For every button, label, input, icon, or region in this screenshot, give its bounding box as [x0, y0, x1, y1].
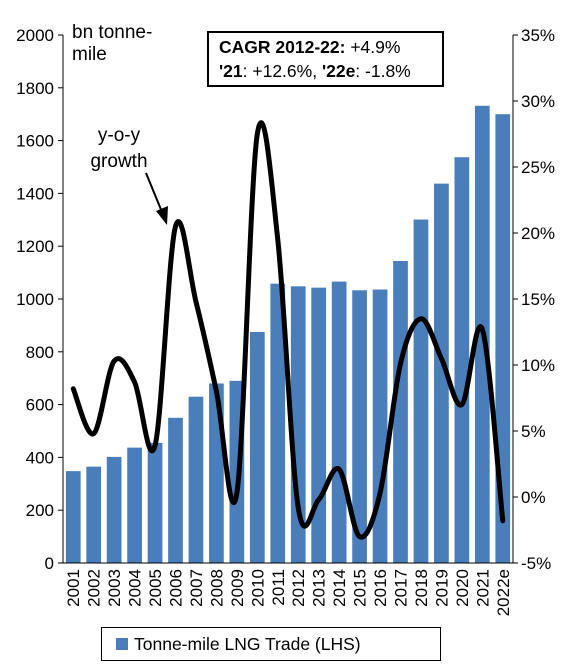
bar-2019 [434, 183, 449, 563]
right-tick-label: 5% [521, 422, 546, 441]
bar-2015 [352, 290, 367, 563]
x-tick-label: 2001 [64, 569, 83, 607]
left-tick-label: 0 [45, 554, 54, 573]
bar-2001 [65, 471, 81, 563]
callout-cagr-value: +4.9% [345, 37, 401, 57]
legend-swatch [116, 638, 128, 650]
x-tick-label: 2007 [187, 569, 206, 607]
bar-2006 [168, 417, 183, 563]
right-tick-label: 25% [521, 158, 555, 177]
left-tick-label: 1600 [16, 132, 54, 151]
x-tick-label: 2006 [167, 569, 186, 607]
x-tick-label: 2010 [248, 569, 267, 607]
x-tick-label: 2011 [269, 569, 288, 606]
x-tick-label: 2016 [371, 569, 390, 607]
x-tick-label: 2008 [207, 569, 226, 607]
x-tick-label: 2012 [289, 569, 308, 607]
bar-2011 [270, 283, 286, 563]
left-tick-label: 2000 [16, 26, 54, 45]
left-tick-label: 1800 [16, 79, 54, 98]
bar-2016 [372, 289, 388, 563]
right-tick-label: 35% [521, 26, 555, 45]
x-tick-label: 2019 [432, 569, 451, 607]
right-tick-label: 10% [521, 356, 555, 375]
x-tick-label: 2022e [494, 569, 513, 616]
left-tick-label: 1200 [16, 237, 54, 256]
x-tick-label: 2015 [351, 569, 370, 607]
left-tick-label: 400 [26, 448, 54, 467]
growth-line [70, 120, 506, 540]
bar-2018 [413, 219, 429, 563]
x-tick-label: 2014 [330, 569, 349, 607]
line-label-arrow [145, 172, 168, 225]
x-tick-label: 2005 [146, 569, 165, 607]
callout-2021-value: : +12.6%, [242, 61, 322, 81]
callout-line-2: '21: +12.6%, '22e: -1.8% [219, 59, 442, 83]
x-tick-label: 2018 [412, 569, 431, 607]
bar-2005 [147, 442, 163, 563]
callout-2022e-value: : -1.8% [355, 61, 411, 81]
x-tick-label: 2004 [126, 569, 145, 607]
bar-2022e [495, 114, 511, 563]
bar-2004 [127, 447, 142, 563]
legend: Tonne-mile LNG Trade (LHS) [101, 627, 441, 661]
x-tick-label: 2003 [105, 569, 124, 607]
bar-2002 [86, 466, 102, 563]
callout-2021-label: '21 [219, 61, 243, 81]
right-tick-label: 30% [521, 92, 555, 111]
cagr-callout-box: CAGR 2012-22: +4.9% '21: +12.6%, '22e: -… [207, 31, 444, 87]
axes [58, 34, 518, 564]
right-tick-label: 15% [521, 290, 555, 309]
right-tick-label: 20% [521, 224, 555, 243]
bar-2017 [393, 260, 408, 563]
x-tick-label: 2009 [228, 569, 247, 607]
left-tick-label: 1400 [16, 184, 54, 203]
right-axis-tick-labels: -5% 0% 5% 10% 15% 20% 25% 30% 35% [521, 26, 555, 573]
y-axis-unit-label: bn tonne-mile [72, 22, 153, 65]
left-tick-label: 600 [26, 396, 54, 415]
x-tick-label: 2017 [392, 569, 411, 607]
bar-2003 [106, 456, 122, 563]
bar-2020 [454, 157, 470, 563]
x-tick-label: 2020 [453, 569, 472, 607]
left-tick-label: 200 [26, 501, 54, 520]
x-axis-tick-labels: 2001 2002 2003 2004 2005 2006 2007 2008 2009 2010… [64, 569, 513, 616]
bar-2010 [249, 332, 265, 563]
x-tick-label: 2013 [310, 569, 329, 607]
x-tick-label: 2021 [473, 569, 492, 607]
bar-2014 [331, 281, 347, 563]
legend-label: Tonne-mile LNG Trade (LHS) [134, 633, 361, 654]
left-axis-tick-labels: 0 200 400 600 800 1000 1200 1400 1600 1800 2000 [16, 26, 54, 573]
line-series-label: y-o-y growth [90, 125, 148, 172]
left-tick-label: 1000 [16, 290, 54, 309]
right-tick-label: 0% [521, 488, 546, 507]
bar-2007 [188, 396, 204, 563]
left-tick-label: 800 [26, 343, 54, 362]
callout-2022e-label: '22e [321, 61, 356, 81]
callout-line-1: CAGR 2012-22: +4.9% [219, 35, 442, 59]
callout-cagr-label: CAGR 2012-22: [219, 37, 346, 57]
right-tick-label: -5% [521, 554, 551, 573]
x-tick-label: 2002 [85, 569, 104, 607]
bar-2013 [311, 287, 327, 563]
